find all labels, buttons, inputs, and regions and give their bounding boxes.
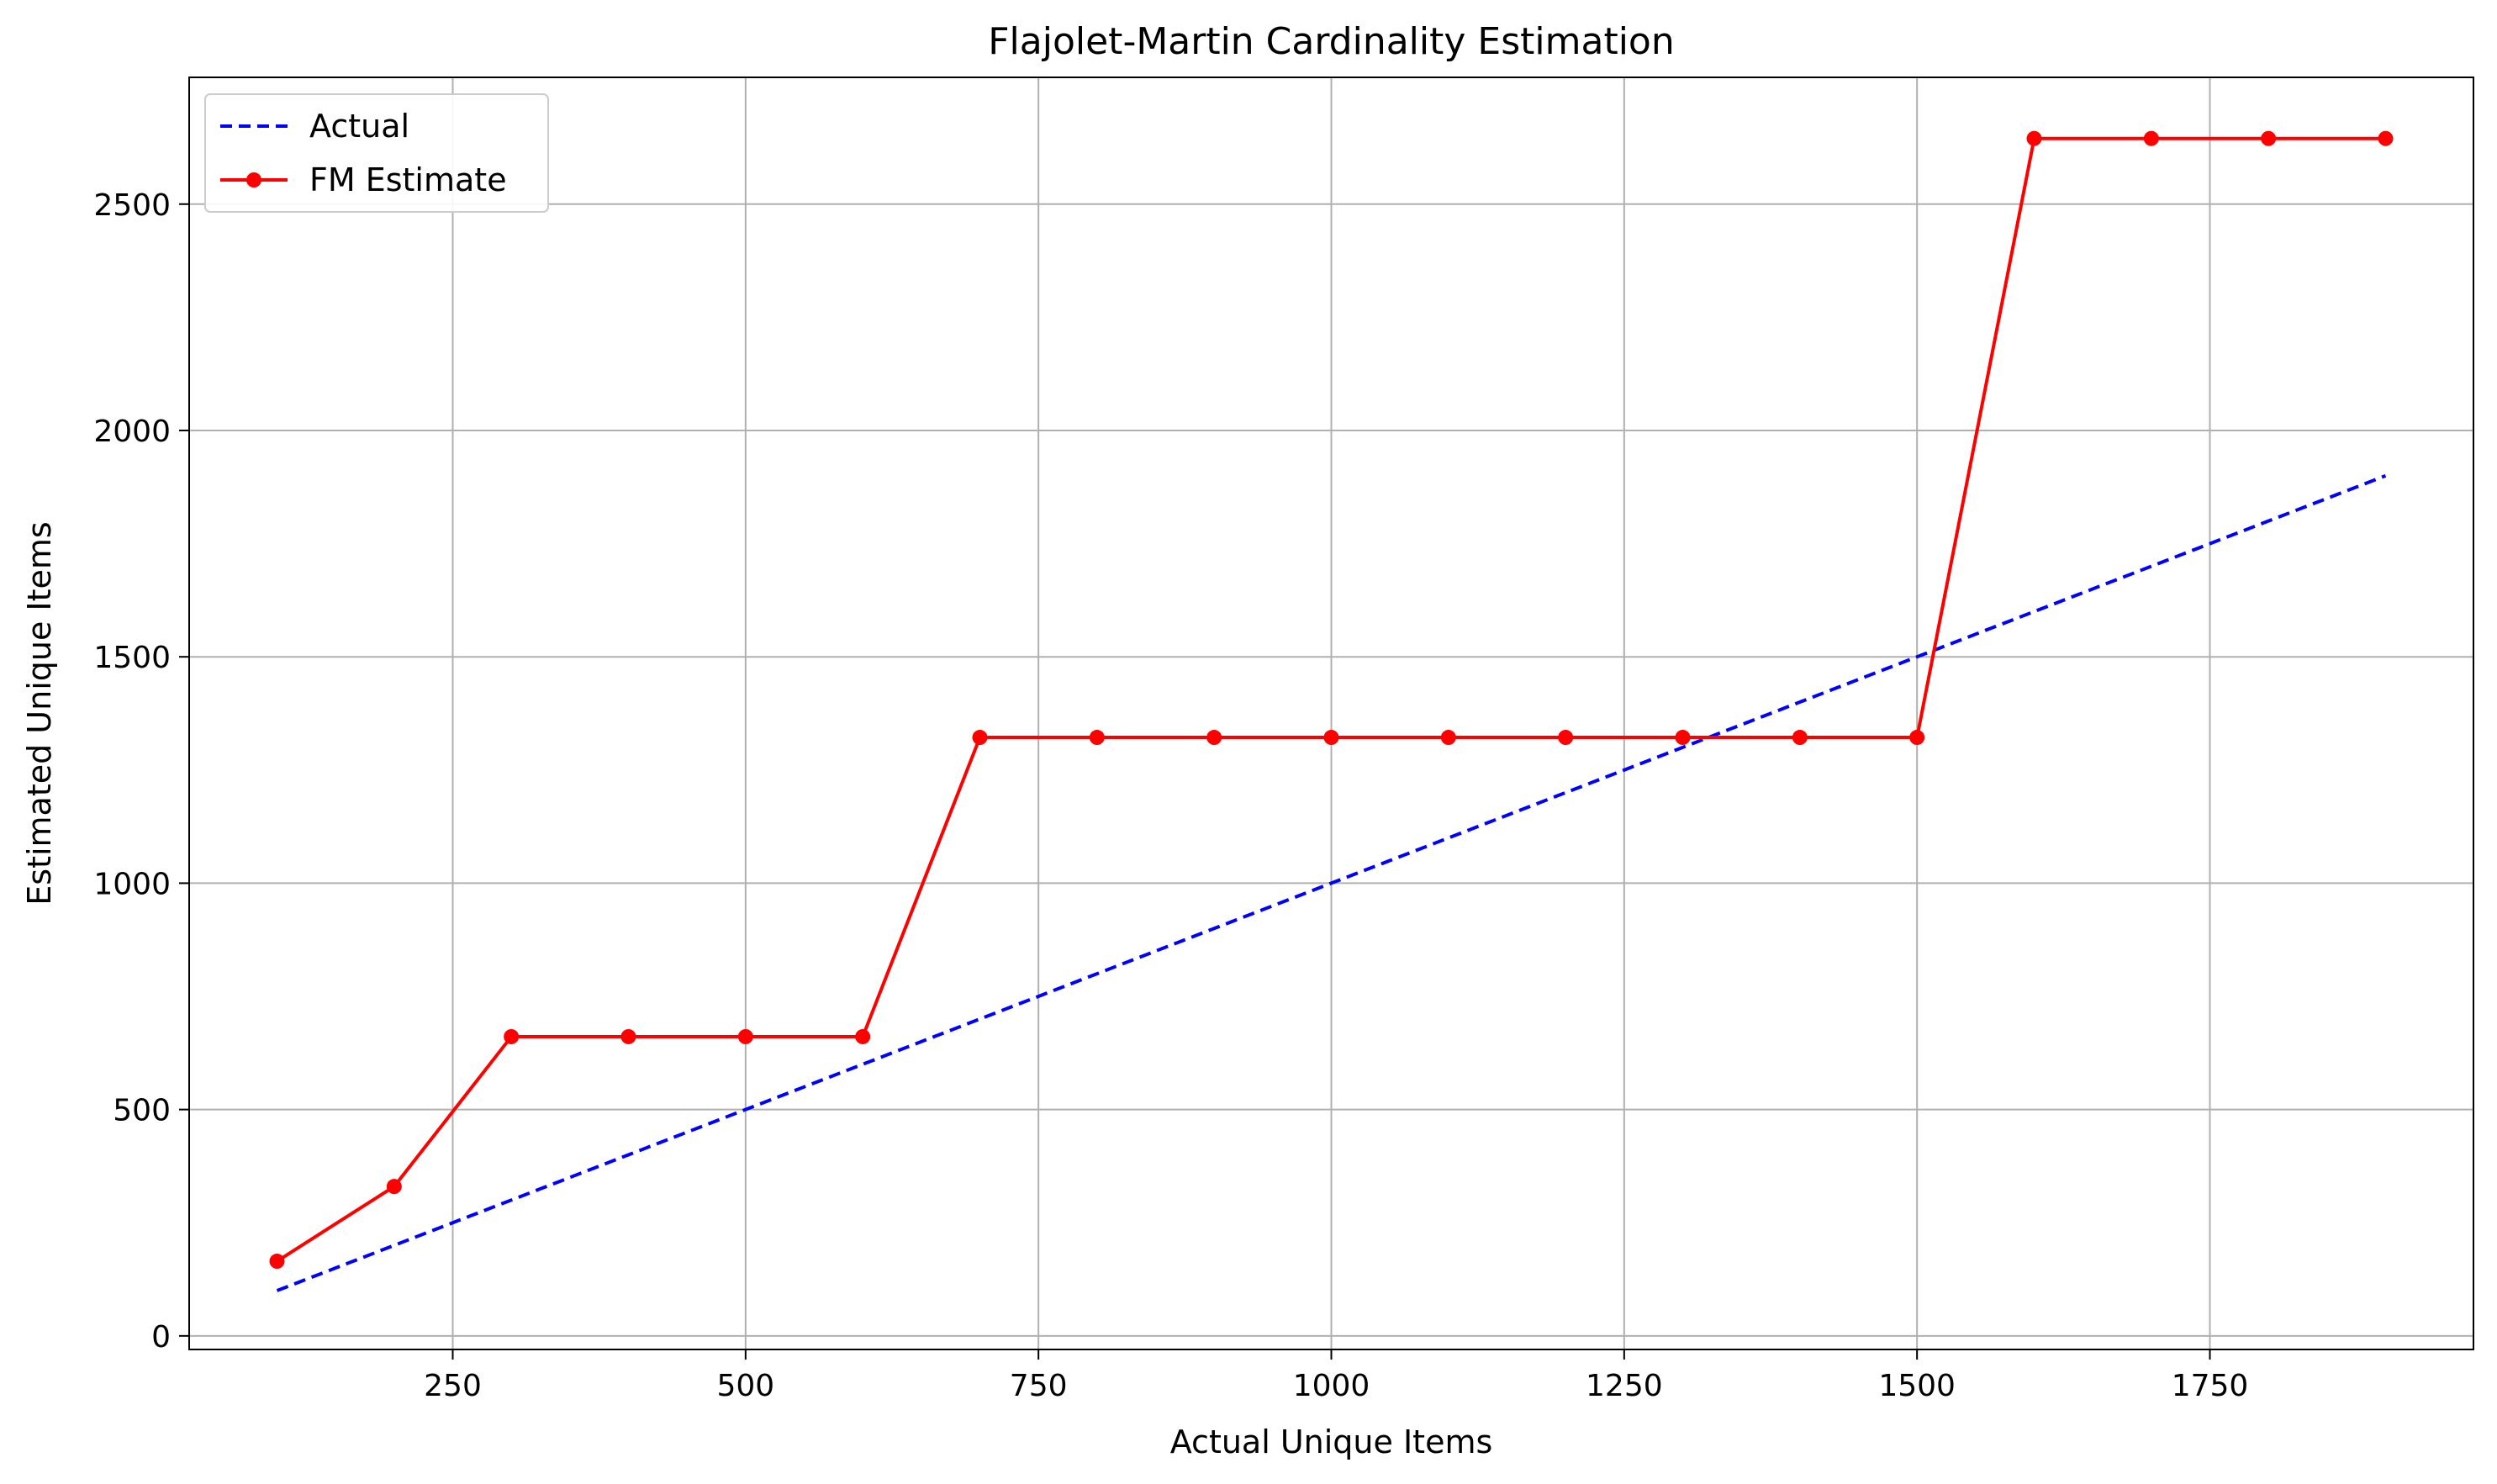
x-tick-label: 1500 — [1878, 1369, 1956, 1403]
data-point — [1909, 730, 1925, 746]
ticks: 250 500 750 1000 1250 1500 1750 0 500 1000 1500 200… — [93, 188, 2248, 1403]
x-axis-label: Actual Unique Items — [1170, 1423, 1493, 1460]
legend-box — [204, 93, 549, 213]
x-tick-label: 1000 — [1293, 1369, 1370, 1403]
x-tick-label: 750 — [1010, 1369, 1068, 1403]
y-tick-label: 2500 — [93, 188, 171, 223]
data-point — [2026, 130, 2042, 146]
data-point — [1206, 730, 1222, 746]
data-point — [972, 730, 988, 746]
y-tick-label: 1000 — [93, 867, 171, 901]
data-point — [1089, 730, 1105, 746]
data-point — [1558, 730, 1574, 746]
x-tick-label: 1250 — [1586, 1369, 1663, 1403]
data-point — [737, 1028, 753, 1044]
data-point — [1792, 730, 1808, 746]
x-tick-label: 1750 — [2172, 1369, 2249, 1403]
series-layer — [269, 130, 2394, 1292]
data-point — [2261, 130, 2277, 146]
legend-marker-1 — [246, 172, 261, 187]
legend-label-0: Actual — [309, 108, 409, 145]
y-tick-label: 2000 — [93, 415, 171, 449]
legend: Actual FM Estimate — [204, 93, 549, 213]
series-line-0 — [276, 473, 2387, 1292]
data-point — [855, 1028, 871, 1044]
x-tick-label: 500 — [716, 1369, 774, 1403]
data-point — [504, 1028, 520, 1044]
data-point — [2143, 130, 2159, 146]
data-point — [1323, 730, 1339, 746]
y-tick-label: 0 — [151, 1320, 171, 1355]
legend-label-1: FM Estimate — [309, 161, 507, 198]
data-point — [1440, 730, 1456, 746]
grid — [189, 77, 2473, 1349]
y-axis-label: Estimated Unique Items — [21, 521, 58, 905]
y-tick-label: 1500 — [93, 641, 171, 675]
x-tick-label: 250 — [424, 1369, 482, 1403]
data-point — [2378, 130, 2394, 146]
data-point — [386, 1179, 402, 1195]
data-point — [269, 1254, 285, 1270]
data-point — [1675, 730, 1691, 746]
y-tick-label: 500 — [113, 1094, 171, 1128]
data-point — [620, 1028, 636, 1044]
chart-title: Flajolet-Martin Cardinality Estimation — [988, 20, 1674, 63]
